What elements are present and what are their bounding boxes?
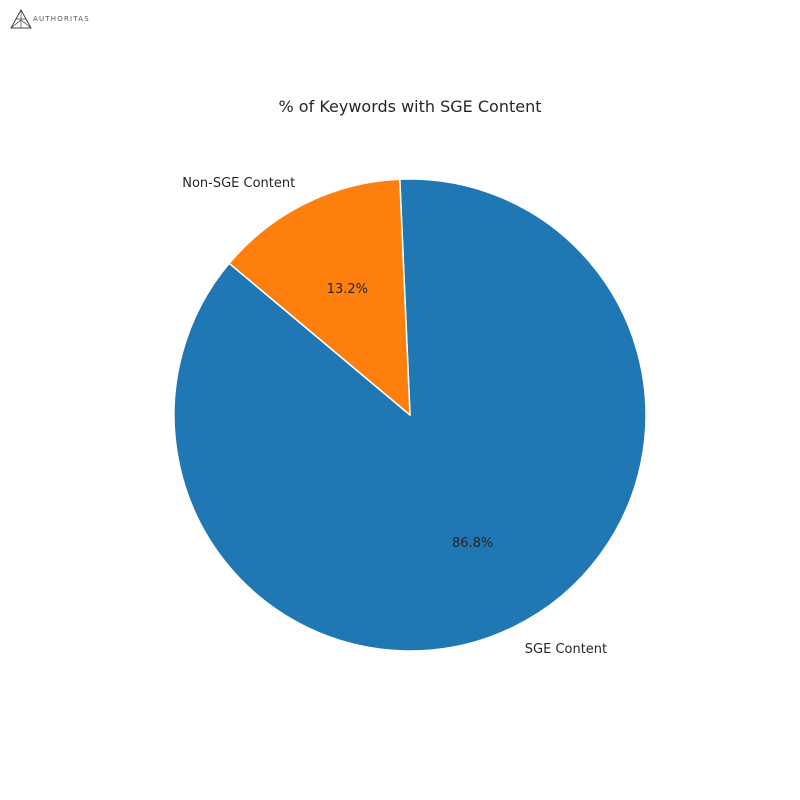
chart-title: % of Keywords with SGE Content xyxy=(279,97,542,116)
logo-text: AUTHORITAS xyxy=(33,15,90,23)
authoritas-logo-icon xyxy=(10,9,32,29)
pie-category-label: Non-SGE Content xyxy=(182,176,295,191)
pie-pct-label: 13.2% xyxy=(327,282,368,297)
pie-pct-label: 86.8% xyxy=(452,536,493,551)
pie-slice-non-sge-content xyxy=(228,178,411,416)
logo: AUTHORITAS xyxy=(10,9,90,29)
pie-category-label: SGE Content xyxy=(525,642,607,657)
